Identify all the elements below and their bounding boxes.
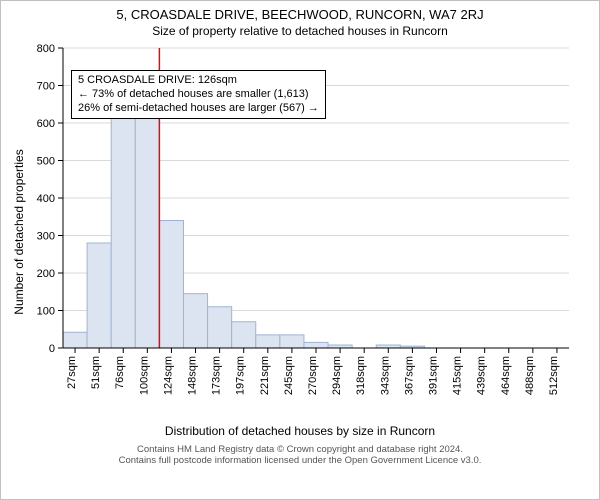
info-line-1: 5 CROASDALE DRIVE: 126sqm xyxy=(78,74,319,88)
footer-line-1: Contains HM Land Registry data © Crown c… xyxy=(9,444,591,455)
bar xyxy=(183,294,207,348)
bar xyxy=(280,335,304,348)
y-tick-label: 600 xyxy=(37,118,55,130)
bar xyxy=(111,117,135,348)
bar xyxy=(304,342,328,348)
x-tick-label: 439sqm xyxy=(476,356,488,395)
chart-title-main: 5, CROASDALE DRIVE, BEECHWOOD, RUNCORN, … xyxy=(9,7,591,22)
chart-title-sub: Size of property relative to detached ho… xyxy=(9,24,591,38)
bar xyxy=(87,243,111,348)
y-tick-label: 700 xyxy=(37,81,55,93)
x-tick-label: 512sqm xyxy=(548,356,560,395)
info-box: 5 CROASDALE DRIVE: 126sqm ← 73% of detac… xyxy=(71,70,326,119)
footer: Contains HM Land Registry data © Crown c… xyxy=(9,444,591,467)
x-tick-label: 51sqm xyxy=(90,356,102,389)
x-tick-label: 464sqm xyxy=(500,356,512,395)
x-tick-label: 245sqm xyxy=(283,356,295,395)
bar xyxy=(232,322,256,348)
bar xyxy=(256,335,280,348)
x-tick-label: 391sqm xyxy=(427,356,439,395)
x-tick-label: 197sqm xyxy=(235,356,247,395)
info-line-2: ← 73% of detached houses are smaller (1,… xyxy=(78,88,319,102)
x-tick-label: 294sqm xyxy=(331,356,343,395)
y-tick-label: 0 xyxy=(49,343,55,355)
footer-line-2: Contains full postcode information licen… xyxy=(9,455,591,466)
y-tick-label: 500 xyxy=(37,156,55,168)
x-tick-label: 76sqm xyxy=(114,356,126,389)
y-tick-label: 300 xyxy=(37,231,55,243)
bar xyxy=(208,307,232,348)
figure-container: 5, CROASDALE DRIVE, BEECHWOOD, RUNCORN, … xyxy=(0,0,600,500)
y-tick-label: 400 xyxy=(37,193,55,205)
x-tick-label: 221sqm xyxy=(259,356,271,395)
x-axis-label: Distribution of detached houses by size … xyxy=(9,424,591,438)
y-tick-label: 800 xyxy=(37,43,55,55)
bar xyxy=(63,332,87,348)
y-tick-label: 100 xyxy=(37,306,55,318)
x-tick-label: 415sqm xyxy=(452,356,464,395)
x-tick-label: 173sqm xyxy=(211,356,223,395)
x-tick-label: 124sqm xyxy=(162,356,174,395)
bar xyxy=(159,221,183,349)
x-tick-label: 148sqm xyxy=(187,356,199,395)
x-tick-label: 488sqm xyxy=(524,356,536,395)
chart-area: Number of detached properties 0100200300… xyxy=(9,42,591,422)
x-tick-label: 318sqm xyxy=(355,356,367,395)
y-tick-label: 200 xyxy=(37,268,55,280)
x-tick-label: 27sqm xyxy=(66,356,78,389)
info-line-3: 26% of semi-detached houses are larger (… xyxy=(78,102,319,116)
x-tick-label: 100sqm xyxy=(138,356,150,395)
x-tick-label: 367sqm xyxy=(403,356,415,395)
x-tick-label: 343sqm xyxy=(379,356,391,395)
bar xyxy=(135,80,159,348)
x-tick-label: 270sqm xyxy=(307,356,319,395)
